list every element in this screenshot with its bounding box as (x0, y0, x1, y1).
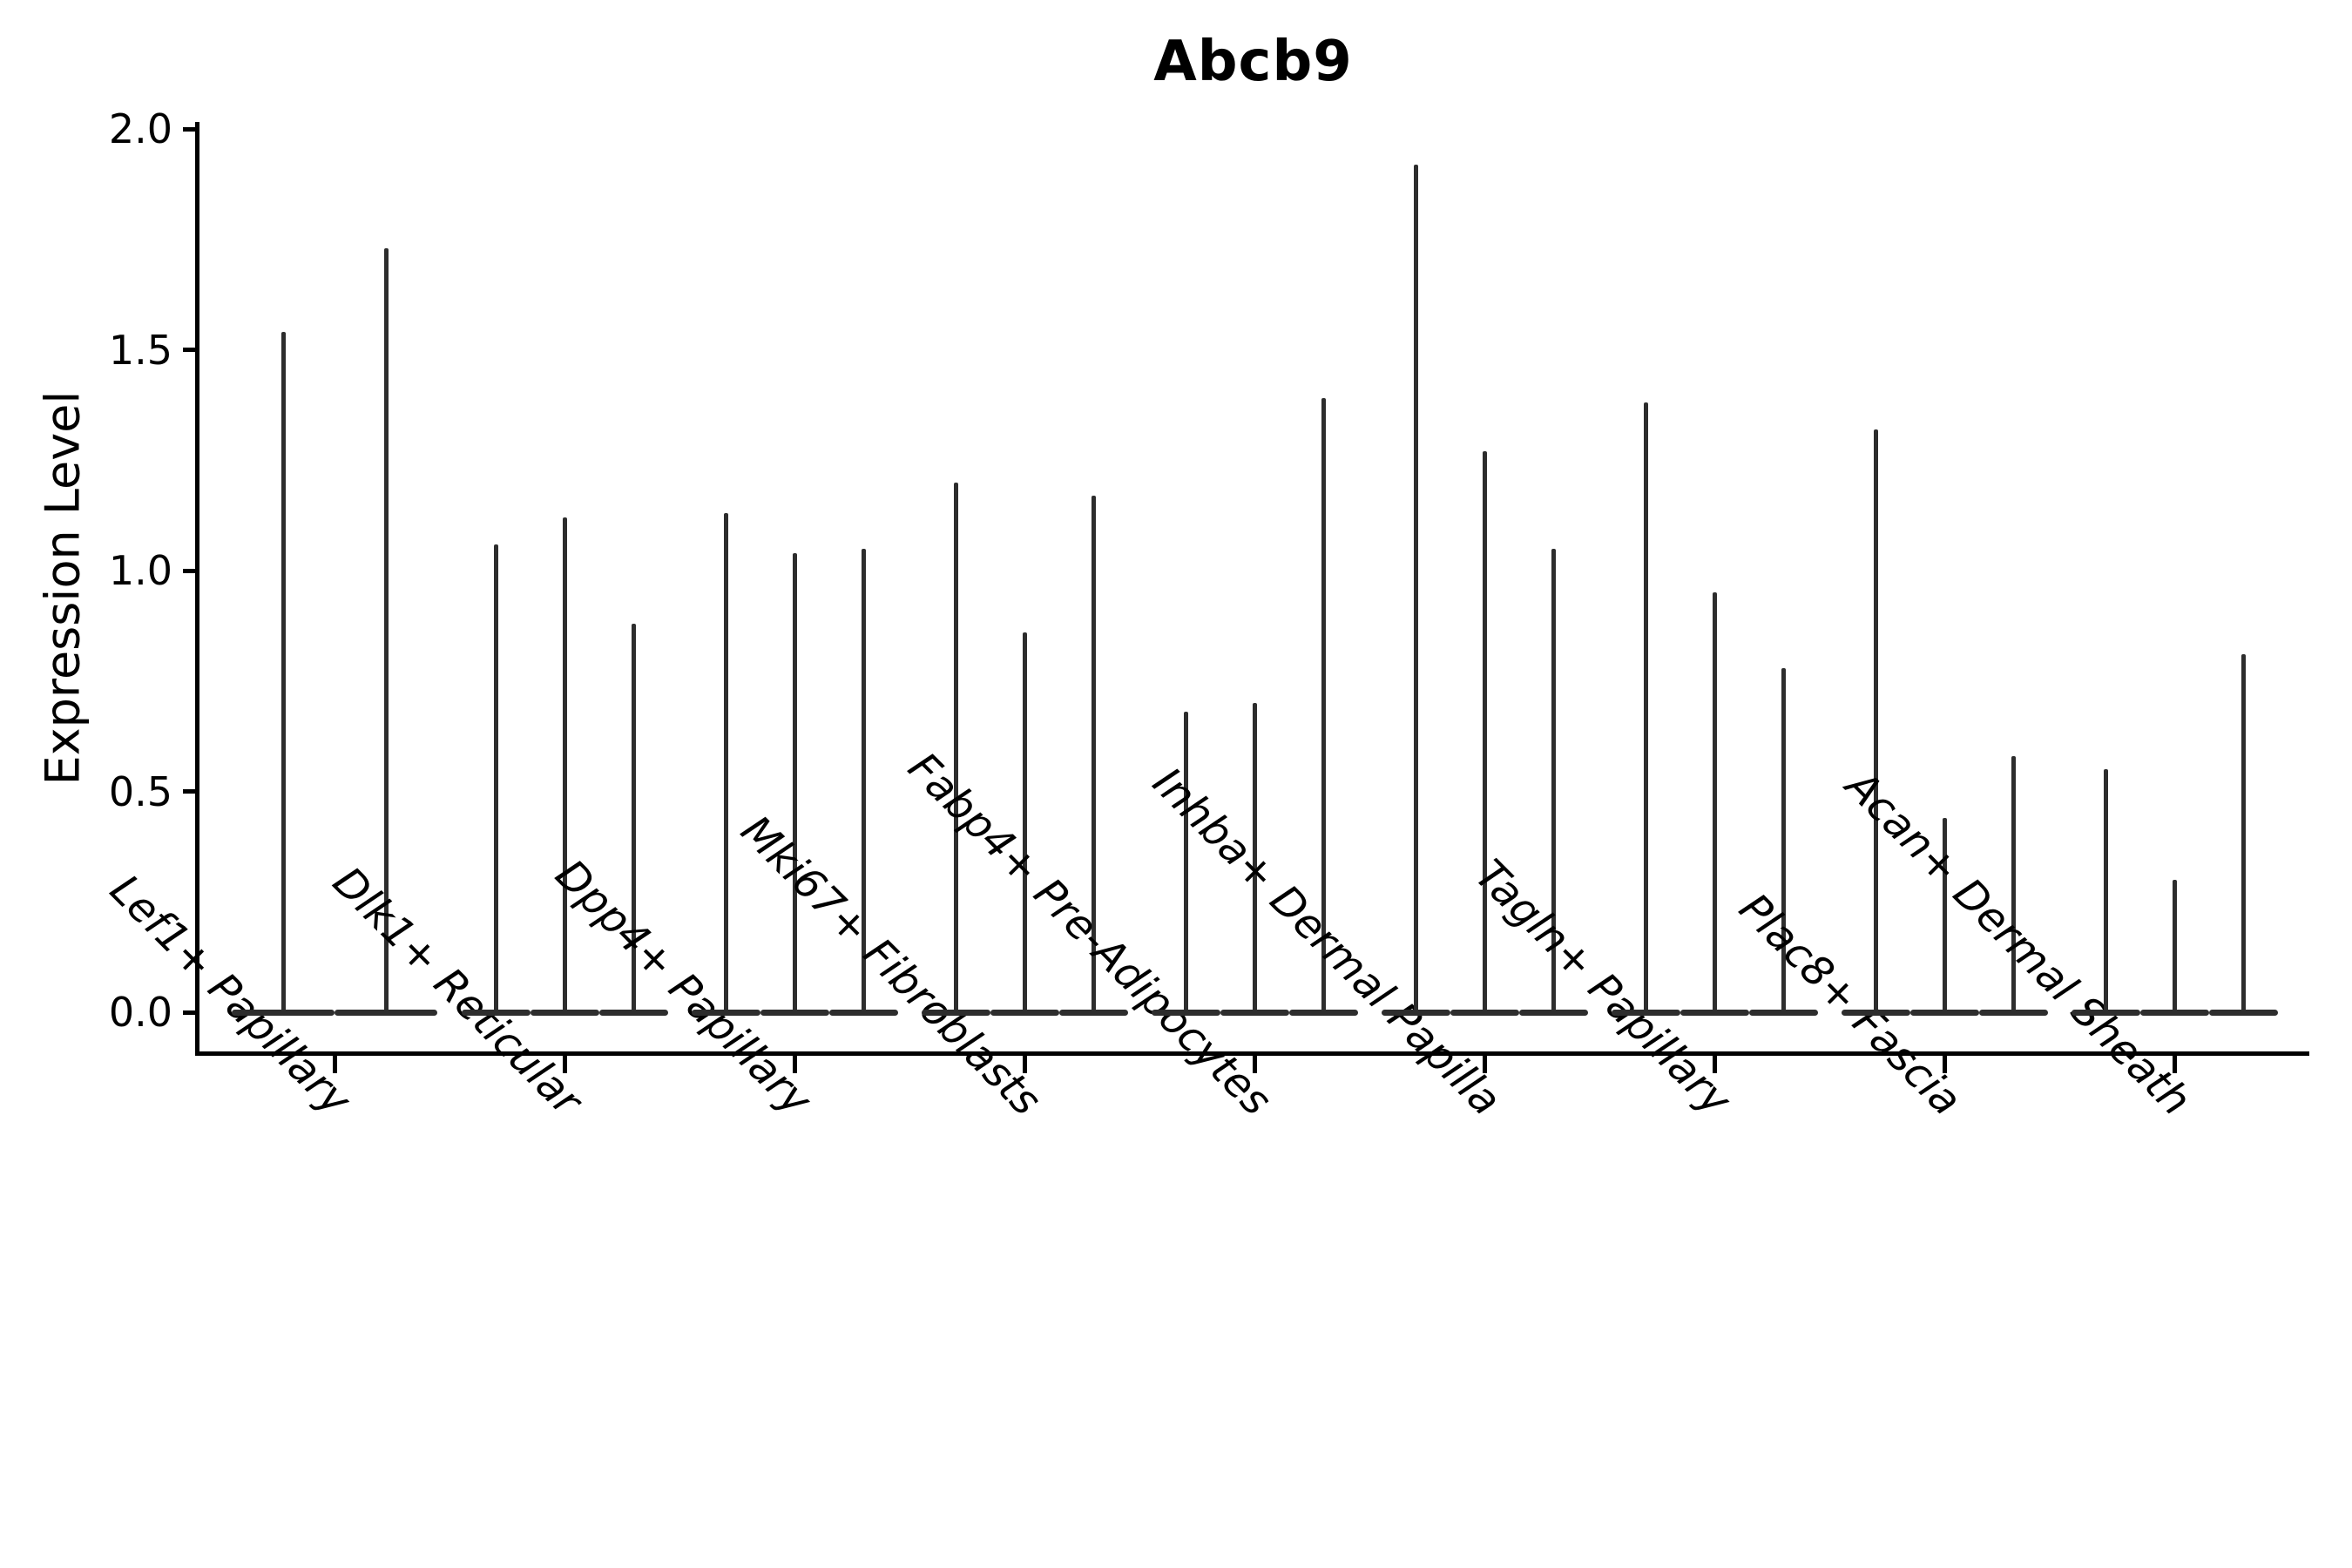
x-axis-tick (1712, 1056, 1717, 1073)
violin-base (1518, 1009, 1588, 1016)
violin-base (1748, 1009, 1818, 1016)
violin-spike (2011, 755, 2016, 1012)
violin-base (1381, 1009, 1450, 1016)
violin-spike (280, 332, 286, 1012)
violin-base (1680, 1009, 1749, 1016)
y-axis-tick (183, 1010, 197, 1015)
violin-base (530, 1009, 599, 1016)
x-axis-spine (195, 1051, 2309, 1056)
violin-spike (1873, 429, 1878, 1012)
violin-base (990, 1009, 1059, 1016)
violin-base (1058, 1009, 1128, 1016)
violin-base (335, 1009, 437, 1016)
x-axis-tick (1022, 1056, 1027, 1073)
x-axis-tick (2172, 1056, 2177, 1073)
violin-base (1450, 1009, 1519, 1016)
violin-base (1151, 1009, 1220, 1016)
violin-spike (2103, 769, 2108, 1012)
y-axis-spine (195, 122, 199, 1056)
violin-spike (1781, 667, 1786, 1012)
violin-spike (1022, 632, 1027, 1012)
y-axis-tick-label: 0.0 (108, 989, 172, 1036)
violin-base (1841, 1009, 1910, 1016)
violin-spike (1482, 451, 1487, 1012)
y-axis-tick-label: 0.5 (108, 767, 172, 815)
violin-spike (562, 517, 567, 1012)
violin-base (760, 1009, 829, 1016)
x-axis-tick (562, 1056, 567, 1073)
y-axis-tick (183, 568, 197, 573)
violin-spike (631, 623, 636, 1012)
violin-base (232, 1009, 335, 1016)
violin-base (1611, 1009, 1680, 1016)
violin-base (598, 1009, 668, 1016)
y-axis-tick-label: 1.0 (108, 547, 172, 594)
violin-spike (1091, 495, 1096, 1012)
violin-base (461, 1009, 531, 1016)
violin-base (1220, 1009, 1289, 1016)
x-axis-tick (792, 1056, 797, 1073)
violin-spike (2240, 654, 2246, 1012)
violin-spike (1321, 398, 1326, 1012)
violin-spike (1252, 703, 1257, 1012)
violin-base (2071, 1009, 2140, 1016)
x-axis-tick (1252, 1056, 1257, 1073)
violin-spike (1551, 548, 1556, 1012)
violin-spike (2172, 879, 2177, 1012)
violin-base (1909, 1009, 1979, 1016)
y-axis-tick (183, 348, 197, 352)
x-axis-tick-label: Dpp4+ Papillary (545, 850, 821, 1125)
x-axis-tick (1482, 1056, 1487, 1073)
y-axis-tick (183, 126, 197, 132)
violin-spike (383, 247, 389, 1012)
violin-spike (1183, 712, 1188, 1012)
chart-title: Abcb9 (1153, 30, 1353, 94)
violin-spike (493, 544, 498, 1012)
x-axis-tick (1942, 1056, 1947, 1073)
x-axis-tick-label: Tagln+ Papillary (1465, 850, 1740, 1125)
y-axis-tick-label: 1.5 (108, 326, 172, 374)
violin-base (691, 1009, 760, 1016)
y-axis-tick-label: 2.0 (108, 105, 172, 152)
violin-spike (1643, 402, 1648, 1012)
x-axis-tick-label: Dlk1+ Reticular (322, 857, 591, 1125)
x-axis-tick (332, 1056, 337, 1073)
y-axis-tick (183, 789, 197, 794)
violin-spike (953, 482, 958, 1012)
violin-spike (1413, 164, 1418, 1012)
violin-base (1288, 1009, 1358, 1016)
violin-base (921, 1009, 990, 1016)
violin-base (2139, 1009, 2209, 1016)
violin-spike (861, 548, 866, 1012)
violin-spike (792, 552, 797, 1012)
violin-base (1978, 1009, 2048, 1016)
x-axis-tick-label: Plac8+ Fascia (1729, 883, 1970, 1125)
violin-base (828, 1009, 898, 1016)
violin-spike (1942, 817, 1947, 1012)
violin-spike (1712, 592, 1717, 1012)
violin-spike (723, 513, 728, 1012)
violin-base (2208, 1009, 2278, 1016)
